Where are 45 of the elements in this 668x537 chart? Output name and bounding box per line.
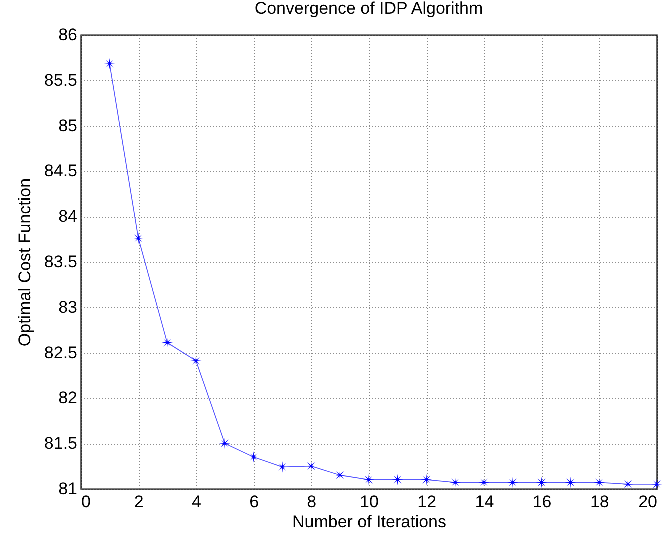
x-tick-label: 12 bbox=[418, 492, 437, 512]
y-tick-label: 83 bbox=[58, 298, 78, 317]
x-axis-title: Number of Iterations bbox=[292, 512, 447, 532]
y-tick-label: 84.5 bbox=[44, 162, 78, 181]
point bbox=[651, 478, 663, 490]
point bbox=[190, 355, 202, 367]
chart-title: Convergence of IDP Algorithm bbox=[254, 0, 484, 18]
x-tick-label: 14 bbox=[475, 492, 494, 512]
y-axis-title: Optimal Cost Function bbox=[15, 178, 34, 347]
point bbox=[334, 470, 346, 482]
point bbox=[420, 474, 432, 486]
point bbox=[536, 476, 548, 488]
point bbox=[104, 58, 116, 70]
x-tick-label: 4 bbox=[192, 492, 202, 512]
point bbox=[162, 337, 174, 349]
point bbox=[363, 474, 375, 486]
point bbox=[564, 476, 576, 488]
point bbox=[478, 476, 490, 488]
x-tick-label: 8 bbox=[307, 492, 317, 512]
point bbox=[248, 452, 260, 463]
x-tick-label: 20 bbox=[638, 492, 658, 512]
y-tick-label: 83.5 bbox=[44, 252, 78, 272]
y-tick-label: 86 bbox=[58, 26, 78, 44]
x-tick-label: 6 bbox=[250, 492, 260, 512]
x-tick-label: 18 bbox=[590, 492, 610, 512]
y-tick-label: 84 bbox=[58, 207, 78, 226]
point bbox=[132, 232, 144, 244]
point bbox=[507, 476, 519, 488]
point bbox=[622, 478, 634, 490]
y-tick-label: 81 bbox=[58, 480, 78, 498]
y-tick-label: 85.5 bbox=[44, 70, 78, 90]
x-tick-label: 2 bbox=[134, 492, 144, 512]
point bbox=[306, 460, 318, 472]
y-tick-label: 82.5 bbox=[44, 343, 78, 362]
x-tick-label: 16 bbox=[532, 492, 552, 512]
y-tick-label: 81.5 bbox=[44, 434, 78, 454]
x-tick-label: 10 bbox=[360, 492, 379, 512]
point bbox=[594, 476, 606, 488]
point bbox=[392, 474, 404, 486]
y-tick-label: 85 bbox=[58, 116, 78, 136]
point bbox=[276, 462, 288, 473]
y-tick-label: 82 bbox=[58, 388, 78, 408]
point bbox=[219, 438, 231, 450]
x-tick-label: 0 bbox=[82, 492, 91, 512]
point bbox=[450, 476, 462, 488]
